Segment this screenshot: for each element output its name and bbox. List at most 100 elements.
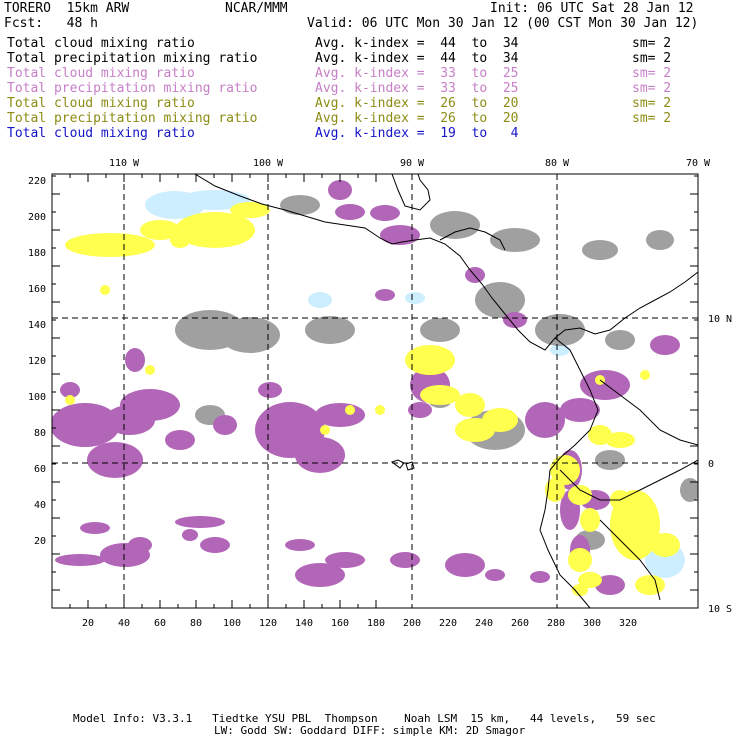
map-frame xyxy=(51,173,699,609)
legend-stat: Avg. k-index = 33 to 25 xyxy=(315,66,519,81)
purple-field-shading xyxy=(560,398,600,422)
x-tick-label: 240 xyxy=(475,618,493,629)
y-tick-label: 180 xyxy=(28,248,46,259)
legend-stat: Avg. k-index = 26 to 20 xyxy=(315,96,519,111)
south-america-border xyxy=(599,379,698,446)
purple-field-shading xyxy=(295,437,345,473)
yellow-field-shading xyxy=(375,405,385,415)
legend-sm: sm= 2 xyxy=(632,36,672,51)
yellow-field-shading xyxy=(568,485,592,505)
legend-sm: sm= 2 xyxy=(632,96,672,111)
legend-field: Total cloud mixing ratio xyxy=(7,36,195,51)
purple-field-shading xyxy=(525,402,565,438)
x-tick-label: 160 xyxy=(331,618,349,629)
init-time: Init: 06 UTC Sat 28 Jan 12 xyxy=(490,1,694,16)
purple-field-shading xyxy=(285,539,315,551)
x-tick-label: 80 xyxy=(190,618,202,629)
latitude-label: 0 xyxy=(708,459,714,470)
yellow-field-shading xyxy=(572,584,588,596)
axis-ticks xyxy=(52,174,698,608)
purple-field-shading xyxy=(445,553,485,577)
lightblue-field-shading xyxy=(308,292,332,308)
forecast-hour: Fcst: 48 h xyxy=(4,16,98,31)
lightblue-field-shading xyxy=(405,292,425,304)
gray-field-shading xyxy=(535,314,585,346)
y-tick-label: 100 xyxy=(28,392,46,403)
y-tick-label: 120 xyxy=(28,356,46,367)
longitude-label: 90 W xyxy=(400,158,425,169)
longitude-label: 100 W xyxy=(253,158,284,169)
y-tick-label: 60 xyxy=(34,464,46,475)
purple-field-shading xyxy=(52,403,120,447)
legend-field: Total precipitation mixing ratio xyxy=(7,111,258,126)
purple-field-shading xyxy=(182,529,198,541)
legend-stat: Avg. k-index = 26 to 20 xyxy=(315,111,519,126)
purple-field-shading xyxy=(485,569,505,581)
purple-field-shading xyxy=(595,575,625,595)
legend-sm: sm= 2 xyxy=(632,51,672,66)
x-tick-label: 260 xyxy=(511,618,529,629)
yellow-field-shading xyxy=(650,533,680,557)
yucatan-coast xyxy=(391,174,431,211)
purple-field-shading xyxy=(258,382,282,398)
valid-time: Valid: 06 UTC Mon 30 Jan 12 (00 CST Mon … xyxy=(307,16,699,31)
purple-field-shading xyxy=(125,348,145,372)
x-tick-label: 100 xyxy=(223,618,241,629)
purple-field-shading xyxy=(325,552,365,568)
y-tick-label: 220 xyxy=(28,176,46,187)
yellow-field-shading xyxy=(455,393,485,417)
gray-field-shading xyxy=(595,450,625,470)
yellow-field-shading xyxy=(580,508,600,532)
legend-field: Total cloud mixing ratio xyxy=(7,66,195,81)
model-name: TORERO 15km ARW xyxy=(4,1,130,16)
gray-field-shading xyxy=(430,211,480,239)
longitude-label: 80 W xyxy=(545,158,570,169)
y-tick-label: 40 xyxy=(34,500,46,511)
purple-field-shading xyxy=(87,442,143,478)
purple-field-shading xyxy=(165,430,195,450)
yellow-field-shading xyxy=(578,572,602,588)
latitude-label: 10 N xyxy=(708,314,732,325)
axis-labels: 20 40 60 80 100 120 140 160 180 200 220 240 260 280 30… xyxy=(28,158,732,629)
model-info: Model Info: V3.3.1 Tiedtke YSU PBL Thomp… xyxy=(73,712,656,725)
gray-field-shading xyxy=(220,317,280,353)
legend-field: Total cloud mixing ratio xyxy=(7,126,195,141)
central-america-border xyxy=(439,227,506,251)
gray-field-shading xyxy=(646,230,674,250)
purple-field-shading xyxy=(200,537,230,553)
lat-lon-grid xyxy=(52,174,698,608)
yellow-field-shading xyxy=(605,432,635,448)
purple-field-shading xyxy=(128,537,152,553)
purple-field-shading xyxy=(175,516,225,528)
peru-border xyxy=(599,519,661,601)
purple-field-shading xyxy=(375,289,395,301)
longitude-label: 110 W xyxy=(109,158,140,169)
gray-field-shading xyxy=(280,195,320,215)
x-tick-label: 40 xyxy=(118,618,130,629)
purple-field-shading xyxy=(408,402,432,418)
y-tick-label: 160 xyxy=(28,284,46,295)
purple-field-shading xyxy=(120,389,180,421)
physics-info: LW: Godd SW: Goddard DIFF: simple KM: 2D… xyxy=(214,724,526,737)
yellow-field-shading xyxy=(65,395,75,405)
lightblue-field-shading xyxy=(180,190,250,210)
purple-field-shading xyxy=(650,335,680,355)
yellow-field-shading xyxy=(420,385,460,405)
organization: NCAR/MMM xyxy=(225,1,288,16)
purple-field-shading xyxy=(55,554,105,566)
purple-field-shading xyxy=(580,370,630,400)
purple-field-shading xyxy=(370,205,400,221)
purple-field-shading xyxy=(465,267,485,283)
yellow-field-shading xyxy=(320,425,330,435)
gray-field-shading xyxy=(420,318,460,342)
north-america-coast xyxy=(194,174,698,351)
yellow-field-shading xyxy=(635,575,665,595)
yellow-field-shading xyxy=(482,408,518,432)
legend-stat: Avg. k-index = 19 to 4 xyxy=(315,126,519,141)
x-tick-label: 220 xyxy=(439,618,457,629)
purple-field-shading xyxy=(390,552,420,568)
gray-field-shading xyxy=(605,330,635,350)
legend-sm: sm= 2 xyxy=(632,111,672,126)
yellow-field-shading xyxy=(345,405,355,415)
